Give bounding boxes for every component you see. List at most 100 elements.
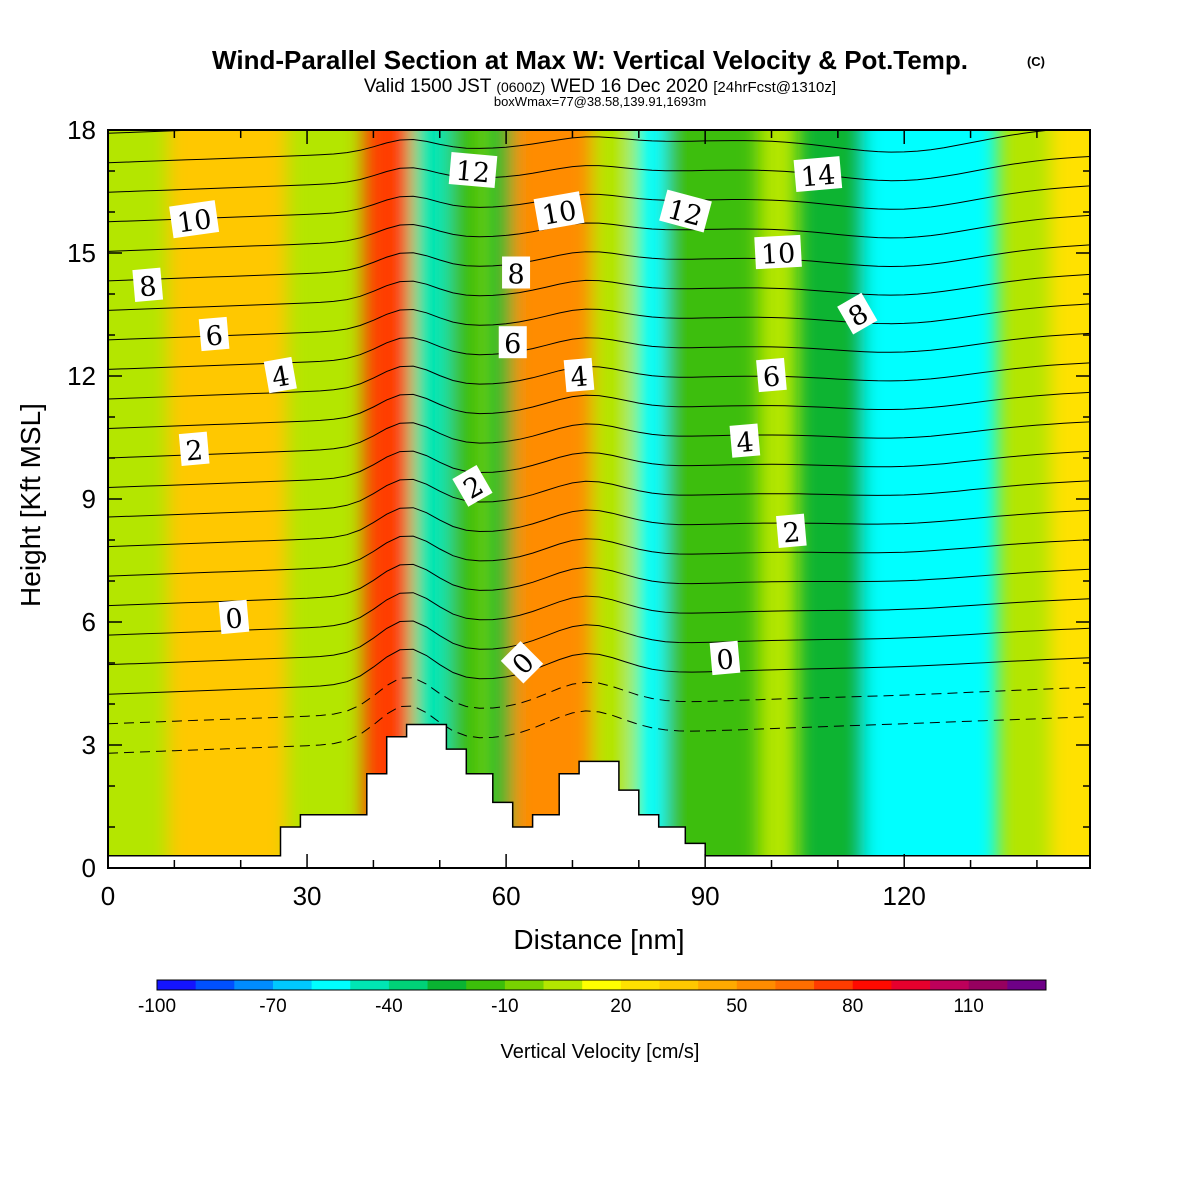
isentrope-line: [108, 273, 1090, 311]
contour-label-box: [563, 357, 595, 393]
x-tick-label: 30: [293, 881, 322, 911]
contour-label-box: [729, 423, 761, 458]
contour-label: 4: [729, 423, 761, 459]
valid-date: WED 16 Dec 2020: [551, 76, 708, 97]
colorbar-swatch: [736, 980, 776, 990]
colorbar-swatch: [272, 980, 313, 990]
isentrope-line: [108, 620, 1090, 666]
chart-title: Wind-Parallel Section at Max W: Vertical…: [212, 45, 968, 75]
x-axis-title: Distance [nm]: [513, 924, 684, 955]
velocity-band: [665, 130, 759, 868]
colorbar-swatch: [968, 980, 1008, 990]
valid-prefix: Valid 1500 JST: [364, 76, 492, 97]
y-tick-label: 15: [67, 238, 96, 268]
colorbar-swatch: [234, 980, 274, 990]
contour-label-box: [452, 464, 493, 507]
colorbar-tick-label: -10: [491, 996, 518, 1017]
contour-label-box: [793, 156, 843, 193]
y-tick-label: 9: [82, 484, 96, 514]
colorbar-tick-label: 110: [954, 996, 984, 1017]
contour-label-text: 8: [138, 271, 158, 303]
contour-label-text: 12: [454, 156, 491, 190]
colorbar-swatch: [814, 980, 854, 990]
contour-label-box: [178, 431, 210, 466]
x-axis: 0 30 60 90 120: [101, 130, 1038, 911]
velocity-band: [864, 130, 998, 868]
chart-subtitle: Valid 1500 JST (0600Z) WED 16 Dec 2020 […: [364, 76, 836, 97]
contour-label: 8: [132, 267, 164, 303]
colorbar-tick-label: 80: [842, 996, 863, 1017]
contour-label: 8: [502, 256, 531, 291]
valid-utc: (0600Z): [496, 79, 545, 95]
contour-label: 10: [169, 200, 220, 239]
contour-label-text: 6: [204, 320, 224, 352]
colorbar-swatch: [582, 980, 622, 990]
copyright-mark: (C): [1027, 54, 1045, 69]
terrain: [108, 723, 1090, 868]
isentrope-line: [108, 421, 1090, 459]
forecast-info: [24hrFcst@1310z]: [713, 79, 836, 96]
contour-label: 4: [263, 356, 297, 395]
colorbar-swatch: [852, 980, 892, 990]
contour-label: 2: [775, 513, 807, 549]
contour-label: 6: [756, 357, 787, 394]
contour-label-text: 10: [540, 195, 579, 231]
colorbar-swatch: [659, 980, 699, 990]
y-tick-label: 0: [82, 853, 96, 883]
contour-label-text: 2: [782, 517, 802, 549]
contour-label-box: [169, 200, 220, 239]
velocity-band: [167, 130, 288, 868]
y-tick-label: 6: [82, 607, 96, 637]
y-tick-label: 3: [82, 730, 96, 760]
colorbar-swatch: [891, 980, 931, 990]
colorbar-swatch: [427, 980, 467, 990]
isentrope-line: [108, 362, 1090, 400]
colorbar-tick-label: -100: [138, 996, 176, 1017]
y-axis: 0 3 6 9 12 15 18: [67, 115, 1090, 883]
colorbar: -100 -70 -40 -10 20 50 80 110: [138, 979, 1047, 1017]
contour-label: 14: [793, 156, 843, 194]
contour-label: 6: [198, 316, 230, 353]
contour-label-box: [498, 326, 527, 359]
contour-label-text: 10: [175, 204, 213, 239]
contour-label-box: [218, 599, 250, 635]
contour-label-text: 0: [224, 603, 244, 635]
colorbar-swatch: [620, 980, 660, 990]
isentrope-line: [108, 677, 1090, 725]
contour-label: 6: [498, 326, 527, 360]
colorbar-swatch: [466, 980, 506, 990]
contour-label-box: [198, 316, 230, 352]
contour-label-text: 4: [270, 361, 292, 395]
contour-label: 10: [533, 191, 585, 232]
colorbar-tick-label: 50: [726, 996, 747, 1017]
contour-label-text: 8: [507, 260, 524, 291]
y-tick-label: 18: [67, 115, 96, 145]
x-tick-label: 90: [691, 881, 720, 911]
colorbar-tick-label: 20: [610, 996, 631, 1017]
contour-label-box: [132, 267, 164, 302]
contour-label-text: 4: [735, 427, 755, 459]
colorbar-tick-label: -40: [375, 996, 402, 1017]
isentrope-line: [108, 648, 1090, 695]
isentrope-line: [108, 130, 1056, 164]
x-tick-label: 60: [492, 881, 521, 911]
contour-label-text: 6: [504, 329, 521, 360]
velocity-field: [167, 130, 1090, 868]
contour-label-box: [775, 513, 807, 548]
isentrope-line: [108, 214, 1090, 252]
contour-label-box: [709, 640, 741, 676]
contour-label: 12: [448, 152, 498, 190]
contour-label-text: 10: [760, 238, 796, 271]
colorbar-swatch: [195, 980, 235, 990]
contour-label-box: [533, 191, 585, 231]
colorbar-swatch: [698, 980, 738, 990]
contour-label-box: [502, 256, 531, 289]
isentrope-line: [108, 185, 1090, 223]
isentrope-line: [108, 592, 1090, 636]
contour-label-text: 2: [184, 435, 204, 467]
colorbar-tick-label: -70: [259, 996, 286, 1017]
contour-label-box: [837, 292, 878, 335]
